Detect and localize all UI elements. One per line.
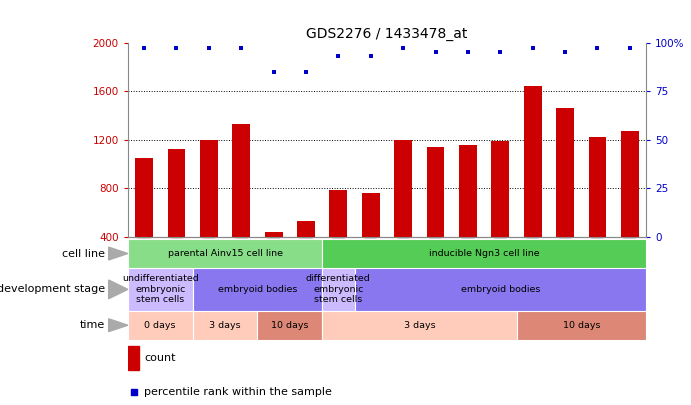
Point	[430, 49, 441, 55]
Bar	[167, 149, 185, 286]
Bar	[322, 268, 354, 311]
Text: embryoid bodies: embryoid bodies	[461, 285, 540, 294]
Point	[397, 45, 408, 51]
Point	[625, 45, 636, 51]
Point	[268, 68, 279, 75]
Bar	[128, 268, 193, 311]
Text: differentiated
embryonic
stem cells: differentiated embryonic stem cells	[306, 275, 371, 304]
Text: inducible Ngn3 cell line: inducible Ngn3 cell line	[429, 249, 540, 258]
Point	[527, 45, 538, 51]
Text: development stage: development stage	[0, 284, 105, 294]
Text: 3 days: 3 days	[404, 321, 435, 330]
Point	[236, 45, 247, 51]
Point	[138, 45, 149, 51]
Bar	[426, 147, 444, 286]
Bar	[621, 131, 638, 286]
Bar	[257, 311, 322, 340]
Text: undifferentiated
embryonic
stem cells: undifferentiated embryonic stem cells	[122, 275, 198, 304]
Polygon shape	[108, 280, 128, 299]
Bar	[193, 311, 257, 340]
Bar	[297, 221, 315, 286]
Bar	[362, 193, 379, 286]
Text: time: time	[79, 320, 105, 330]
Text: 0 days: 0 days	[144, 321, 176, 330]
Point	[560, 49, 571, 55]
Title: GDS2276 / 1433478_at: GDS2276 / 1433478_at	[306, 28, 468, 41]
Text: 10 days: 10 days	[562, 321, 600, 330]
Point	[203, 45, 214, 51]
Text: parental Ainv15 cell line: parental Ainv15 cell line	[167, 249, 283, 258]
Bar	[589, 137, 607, 286]
Text: embryoid bodies: embryoid bodies	[218, 285, 297, 294]
Bar	[524, 86, 542, 286]
Point	[171, 45, 182, 51]
Text: percentile rank within the sample: percentile rank within the sample	[144, 387, 332, 397]
Point	[592, 45, 603, 51]
Bar	[491, 141, 509, 286]
Point	[462, 49, 473, 55]
Bar	[200, 140, 218, 286]
Bar	[128, 346, 139, 370]
Bar	[556, 108, 574, 286]
Point	[495, 49, 506, 55]
Point	[301, 68, 312, 75]
Text: cell line: cell line	[61, 249, 105, 258]
Bar	[459, 145, 477, 286]
Bar	[354, 268, 646, 311]
Bar	[330, 190, 348, 286]
Text: 3 days: 3 days	[209, 321, 241, 330]
Polygon shape	[108, 247, 128, 260]
Bar	[128, 239, 322, 268]
Bar	[193, 268, 322, 311]
Polygon shape	[108, 319, 128, 332]
Bar	[232, 124, 250, 286]
Point	[128, 389, 139, 396]
Bar	[265, 232, 283, 286]
Text: count: count	[144, 353, 176, 363]
Text: 10 days: 10 days	[271, 321, 309, 330]
Point	[366, 53, 377, 60]
Bar	[128, 311, 193, 340]
Bar	[135, 158, 153, 286]
Bar	[516, 311, 646, 340]
Point	[333, 53, 344, 60]
Bar	[395, 140, 412, 286]
Bar	[322, 311, 516, 340]
Bar	[322, 239, 646, 268]
